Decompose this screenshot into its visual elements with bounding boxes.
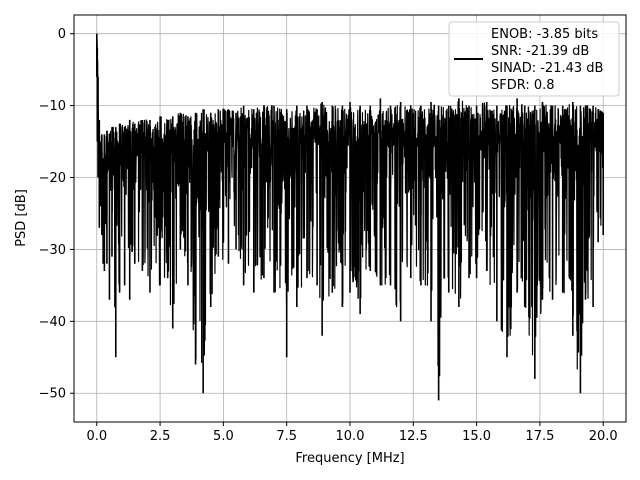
x-tick-label: 20.0 (589, 429, 618, 444)
x-tick-label: 0.0 (86, 429, 107, 444)
y-tick-label: −30 (39, 243, 66, 258)
x-axis-title: Frequency [MHz] (295, 451, 404, 466)
x-tick-label: 5.0 (213, 429, 234, 444)
legend-sfdr: SFDR: 0.8 (491, 78, 555, 93)
y-tick-label: 0 (58, 27, 66, 42)
legend-enob: ENOB: -3.85 bits (491, 27, 598, 42)
psd-series (95, 33, 605, 401)
legend: ENOB: -3.85 bits SNR: -21.39 dB SINAD: -… (448, 21, 620, 97)
y-tick-label: −10 (39, 99, 66, 114)
legend-sinad: SINAD: -21.43 dB (491, 61, 603, 76)
x-tick-label: 2.5 (150, 429, 171, 444)
x-axis-ticks: 0.0 2.5 5.0 7.5 10.0 12.5 15.0 17.5 20.0 (86, 422, 618, 444)
legend-box (448, 21, 620, 97)
x-tick-label: 15.0 (462, 429, 491, 444)
x-tick-label: 17.5 (525, 429, 554, 444)
y-tick-label: −50 (39, 387, 66, 402)
x-tick-label: 7.5 (276, 429, 297, 444)
y-tick-label: −20 (39, 171, 66, 186)
y-axis-ticks: 0 −10 −20 −30 −40 −50 (39, 27, 74, 402)
legend-snr: SNR: -21.39 dB (491, 44, 589, 59)
y-tick-label: −40 (39, 315, 66, 330)
y-axis-title: PSD [dB] (14, 189, 29, 247)
x-tick-label: 10.0 (336, 429, 365, 444)
x-tick-label: 12.5 (399, 429, 428, 444)
